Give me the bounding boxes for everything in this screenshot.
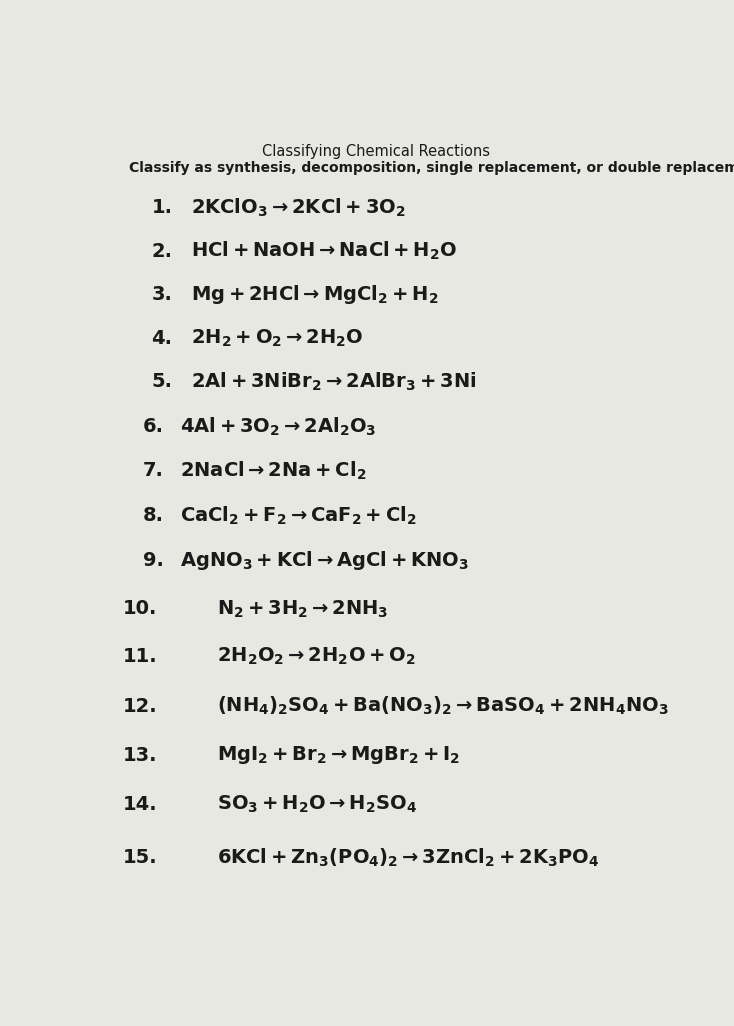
Text: 2.: 2.	[151, 241, 172, 261]
Text: 14.: 14.	[123, 794, 158, 814]
Text: 7.: 7.	[143, 462, 164, 480]
Text: 4.: 4.	[151, 328, 172, 348]
Text: $\mathbf{2NaCl \rightarrow 2Na + Cl_2}$: $\mathbf{2NaCl \rightarrow 2Na + Cl_2}$	[180, 460, 366, 482]
Text: $\mathbf{SO_3 + H_2O \rightarrow H_2SO_4}$: $\mathbf{SO_3 + H_2O \rightarrow H_2SO_4…	[217, 793, 417, 815]
Text: 12.: 12.	[123, 697, 158, 716]
Text: 15.: 15.	[123, 849, 158, 867]
Text: 3.: 3.	[151, 285, 172, 304]
Text: 11.: 11.	[123, 646, 158, 666]
Text: 8.: 8.	[143, 506, 164, 525]
Text: Classifying Chemical Reactions: Classifying Chemical Reactions	[262, 144, 490, 159]
Text: 6.: 6.	[143, 417, 164, 436]
Text: Classify as synthesis, decomposition, single replacement, or double replacement.: Classify as synthesis, decomposition, si…	[128, 161, 734, 175]
Text: $\mathbf{2Al + 3NiBr_2 \rightarrow 2AlBr_3 + 3Ni}$: $\mathbf{2Al + 3NiBr_2 \rightarrow 2AlBr…	[192, 370, 476, 393]
Text: $\mathbf{CaCl_2 + F_2 \rightarrow CaF_2 + Cl_2}$: $\mathbf{CaCl_2 + F_2 \rightarrow CaF_2 …	[180, 505, 417, 527]
Text: $\mathbf{6KCl + Zn_3(PO_4)_2 \rightarrow 3ZnCl_2 + 2K_3PO_4}$: $\mathbf{6KCl + Zn_3(PO_4)_2 \rightarrow…	[217, 846, 600, 869]
Text: $\mathbf{AgNO_3 + KCl \rightarrow AgCl + KNO_3}$: $\mathbf{AgNO_3 + KCl \rightarrow AgCl +…	[180, 549, 469, 571]
Text: 9.: 9.	[143, 551, 164, 569]
Text: 1.: 1.	[151, 198, 172, 218]
Text: $\mathbf{(NH_4)_2SO_4 + Ba(NO_3)_2 \rightarrow BaSO_4 + 2NH_4NO_3}$: $\mathbf{(NH_4)_2SO_4 + Ba(NO_3)_2 \righ…	[217, 695, 669, 717]
Text: $\mathbf{4Al + 3O_2 \rightarrow 2Al_2O_3}$: $\mathbf{4Al + 3O_2 \rightarrow 2Al_2O_3…	[180, 416, 377, 438]
Text: 13.: 13.	[123, 746, 158, 764]
Text: 5.: 5.	[151, 372, 172, 391]
Text: $\mathbf{2H_2 + O_2 \rightarrow 2H_2O}$: $\mathbf{2H_2 + O_2 \rightarrow 2H_2O}$	[192, 327, 364, 349]
Text: 10.: 10.	[123, 599, 157, 619]
Text: $\mathbf{Mg + 2HCl \rightarrow MgCl_2 + H_2}$: $\mathbf{Mg + 2HCl \rightarrow MgCl_2 + …	[192, 283, 439, 306]
Text: $\mathbf{2KClO_3 \rightarrow 2KCl + 3O_2}$: $\mathbf{2KClO_3 \rightarrow 2KCl + 3O_2…	[192, 197, 406, 219]
Text: $\mathbf{2H_2O_2 \rightarrow 2H_2O + O_2}$: $\mathbf{2H_2O_2 \rightarrow 2H_2O + O_2…	[217, 645, 415, 667]
Text: $\mathbf{N_2 + 3H_2 \rightarrow 2NH_3}$: $\mathbf{N_2 + 3H_2 \rightarrow 2NH_3}$	[217, 598, 388, 620]
Text: $\mathbf{MgI_2 + Br_2 \rightarrow MgBr_2 + I_2}$: $\mathbf{MgI_2 + Br_2 \rightarrow MgBr_2…	[217, 744, 460, 766]
Text: $\mathbf{HCl + NaOH \rightarrow NaCl + H_2O}$: $\mathbf{HCl + NaOH \rightarrow NaCl + H…	[192, 240, 457, 263]
